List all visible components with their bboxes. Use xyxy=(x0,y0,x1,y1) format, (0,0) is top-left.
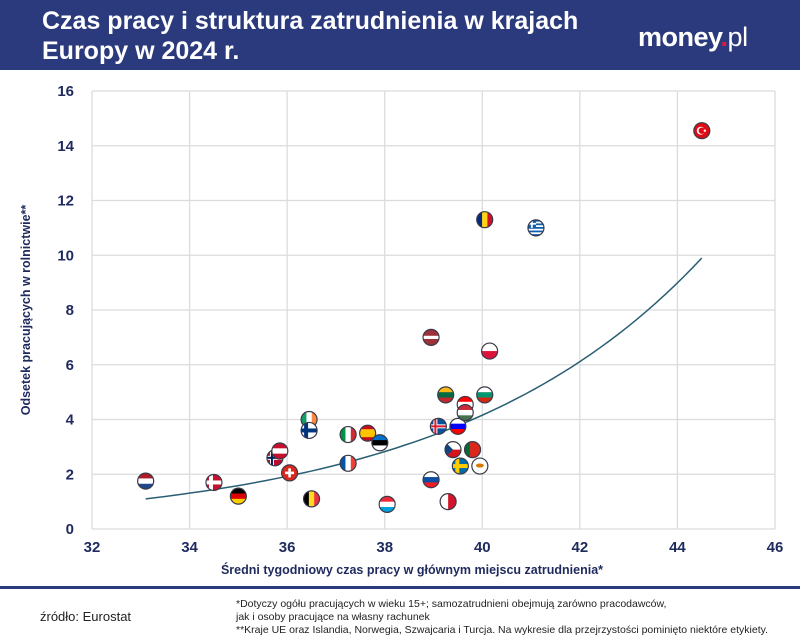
trendline xyxy=(145,257,703,500)
x-tick-label: 40 xyxy=(474,539,491,556)
logo-main: money xyxy=(638,22,721,52)
logo-suffix: pl xyxy=(727,22,749,52)
flag-lt-icon xyxy=(437,386,455,404)
flag-pt-icon xyxy=(463,441,482,459)
y-tick-label: 8 xyxy=(66,302,74,319)
y-tick-label: 6 xyxy=(66,357,74,374)
footnote-2: jak i osoby pracujące na własny rachunek xyxy=(236,611,430,623)
flag-pl-icon xyxy=(481,342,499,360)
flag-at-icon xyxy=(271,442,289,460)
x-axis-label: Średni tygodniowy czas pracy w głównym m… xyxy=(221,562,603,577)
flag-ch-icon xyxy=(280,464,299,482)
footnote-1: *Dotyczy ogółu pracujących w wieku 15+; … xyxy=(236,598,667,610)
flag-it-icon xyxy=(339,425,357,444)
flag-mt-icon xyxy=(439,493,457,511)
flag-gr-icon xyxy=(527,219,545,237)
flag-de-icon xyxy=(229,487,247,505)
x-tick-label: 32 xyxy=(84,539,101,556)
grid xyxy=(91,90,776,530)
flag-si-icon xyxy=(449,417,467,435)
footer-divider xyxy=(0,586,800,589)
x-tick-label: 36 xyxy=(279,539,296,556)
x-tick-label: 38 xyxy=(376,539,393,556)
flag-ro-icon xyxy=(476,211,494,229)
x-tick-label: 42 xyxy=(572,539,589,556)
money-pl-logo: money.pl xyxy=(638,22,748,53)
flag-ee-icon xyxy=(371,434,389,452)
flag-es-icon xyxy=(359,424,377,442)
footnote-3: **Kraje UE oraz Islandia, Norwegia, Szwa… xyxy=(236,624,769,636)
flag-hu-icon xyxy=(456,404,474,422)
flag-is-icon xyxy=(429,417,447,435)
y-tick-label: 12 xyxy=(57,193,74,210)
flag-cy-icon xyxy=(471,457,489,475)
flag-sk-icon xyxy=(422,471,440,489)
footnotes: *Dotyczy ogółu pracujących w wieku 15+; … xyxy=(236,598,768,637)
flag-se-icon xyxy=(451,457,469,475)
flag-fi-icon xyxy=(300,421,318,440)
flag-lv-icon xyxy=(422,328,440,346)
y-tick-label: 4 xyxy=(66,412,75,429)
flag-cz-icon xyxy=(444,441,462,459)
y-tick-label: 2 xyxy=(66,466,74,483)
logo-dot: . xyxy=(720,22,729,52)
x-tick-label: 44 xyxy=(669,539,686,556)
y-tick-label: 0 xyxy=(66,521,74,538)
chart-title: Czas pracy i struktura zatrudnienia w kr… xyxy=(42,7,579,65)
flag-nl-icon xyxy=(137,472,155,490)
source-text: źródło: Eurostat xyxy=(40,609,132,624)
x-tick-label: 46 xyxy=(767,539,784,556)
flag-be-icon xyxy=(302,490,321,508)
header-banner: Czas pracy i struktura zatrudnienia w kr… xyxy=(0,0,800,70)
y-axis-label: Odsetek pracujących w rolnictwie** xyxy=(19,205,33,416)
flag-tr-icon xyxy=(693,122,711,140)
flag-lu-icon xyxy=(378,495,396,513)
y-tick-label: 10 xyxy=(57,247,74,264)
flag-bg-icon xyxy=(476,386,494,404)
flag-fr-icon xyxy=(339,454,357,472)
flag-dk-icon xyxy=(205,473,223,492)
x-tick-label: 34 xyxy=(181,539,198,556)
y-tick-label: 16 xyxy=(57,83,74,100)
y-tick-label: 14 xyxy=(57,138,74,155)
points xyxy=(137,122,711,513)
